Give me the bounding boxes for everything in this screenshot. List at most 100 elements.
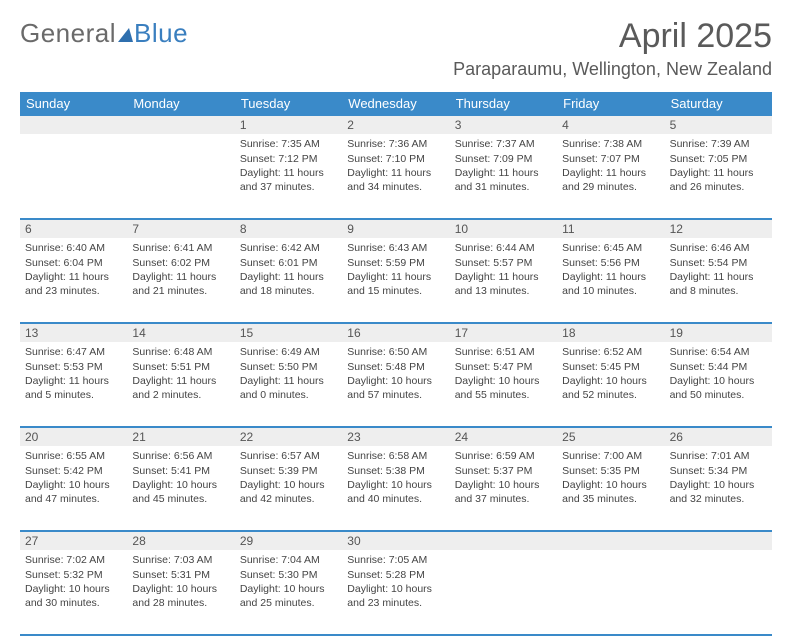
info-line: and 26 minutes. bbox=[670, 180, 767, 194]
info-line: and 47 minutes. bbox=[25, 492, 122, 506]
day-cell bbox=[665, 550, 772, 634]
week-row: Sunrise: 7:35 AMSunset: 7:12 PMDaylight:… bbox=[20, 134, 772, 220]
brand-part2: Blue bbox=[134, 18, 188, 49]
info-line: and 40 minutes. bbox=[347, 492, 444, 506]
info-line: Daylight: 11 hours bbox=[240, 166, 337, 180]
info-line: Sunset: 5:41 PM bbox=[132, 464, 229, 478]
day-info: Sunrise: 7:38 AMSunset: 7:07 PMDaylight:… bbox=[562, 137, 659, 194]
day-info: Sunrise: 7:02 AMSunset: 5:32 PMDaylight:… bbox=[25, 553, 122, 610]
info-line: Sunrise: 6:54 AM bbox=[670, 345, 767, 359]
day-cell: Sunrise: 6:47 AMSunset: 5:53 PMDaylight:… bbox=[20, 342, 127, 426]
day-info: Sunrise: 6:55 AMSunset: 5:42 PMDaylight:… bbox=[25, 449, 122, 506]
day-info: Sunrise: 6:41 AMSunset: 6:02 PMDaylight:… bbox=[132, 241, 229, 298]
info-line: Sunrise: 6:59 AM bbox=[455, 449, 552, 463]
day-cell: Sunrise: 6:41 AMSunset: 6:02 PMDaylight:… bbox=[127, 238, 234, 322]
info-line: and 10 minutes. bbox=[562, 284, 659, 298]
info-line: and 25 minutes. bbox=[240, 596, 337, 610]
day-number: 14 bbox=[127, 324, 234, 342]
brand-part2-wrap: Blue bbox=[116, 18, 188, 49]
info-line: Sunrise: 6:43 AM bbox=[347, 241, 444, 255]
week-row: Sunrise: 7:02 AMSunset: 5:32 PMDaylight:… bbox=[20, 550, 772, 636]
info-line: and 57 minutes. bbox=[347, 388, 444, 402]
info-line: and 34 minutes. bbox=[347, 180, 444, 194]
day-cell: Sunrise: 6:51 AMSunset: 5:47 PMDaylight:… bbox=[450, 342, 557, 426]
day-info: Sunrise: 7:39 AMSunset: 7:05 PMDaylight:… bbox=[670, 137, 767, 194]
day-number: 8 bbox=[235, 220, 342, 238]
day-number bbox=[450, 532, 557, 550]
day-cell: Sunrise: 6:55 AMSunset: 5:42 PMDaylight:… bbox=[20, 446, 127, 530]
brand-logo: General Blue bbox=[20, 18, 188, 49]
info-line: Sunset: 7:05 PM bbox=[670, 152, 767, 166]
info-line: and 2 minutes. bbox=[132, 388, 229, 402]
info-line: Sunset: 5:34 PM bbox=[670, 464, 767, 478]
month-title: April 2025 bbox=[453, 18, 772, 55]
info-line: Sunrise: 6:49 AM bbox=[240, 345, 337, 359]
day-number: 24 bbox=[450, 428, 557, 446]
day-info: Sunrise: 6:51 AMSunset: 5:47 PMDaylight:… bbox=[455, 345, 552, 402]
info-line: Daylight: 11 hours bbox=[562, 270, 659, 284]
location-text: Paraparaumu, Wellington, New Zealand bbox=[453, 59, 772, 80]
info-line: and 23 minutes. bbox=[347, 596, 444, 610]
info-line: Sunset: 6:01 PM bbox=[240, 256, 337, 270]
day-cell bbox=[127, 134, 234, 218]
info-line: Sunset: 5:51 PM bbox=[132, 360, 229, 374]
info-line: Daylight: 10 hours bbox=[132, 582, 229, 596]
day-number: 27 bbox=[20, 532, 127, 550]
info-line: Daylight: 11 hours bbox=[132, 374, 229, 388]
day-number bbox=[665, 532, 772, 550]
info-line: and 55 minutes. bbox=[455, 388, 552, 402]
day-cell: Sunrise: 7:04 AMSunset: 5:30 PMDaylight:… bbox=[235, 550, 342, 634]
info-line: Sunset: 5:42 PM bbox=[25, 464, 122, 478]
day-info: Sunrise: 7:05 AMSunset: 5:28 PMDaylight:… bbox=[347, 553, 444, 610]
day-cell: Sunrise: 6:40 AMSunset: 6:04 PMDaylight:… bbox=[20, 238, 127, 322]
info-line: Sunset: 7:07 PM bbox=[562, 152, 659, 166]
info-line: Daylight: 11 hours bbox=[132, 270, 229, 284]
info-line: Sunset: 5:57 PM bbox=[455, 256, 552, 270]
day-info: Sunrise: 6:59 AMSunset: 5:37 PMDaylight:… bbox=[455, 449, 552, 506]
weekday-label: Friday bbox=[557, 92, 664, 116]
info-line: Sunset: 5:38 PM bbox=[347, 464, 444, 478]
info-line: Sunset: 5:31 PM bbox=[132, 568, 229, 582]
day-info: Sunrise: 7:01 AMSunset: 5:34 PMDaylight:… bbox=[670, 449, 767, 506]
day-number: 13 bbox=[20, 324, 127, 342]
info-line: Sunset: 5:48 PM bbox=[347, 360, 444, 374]
info-line: Daylight: 10 hours bbox=[132, 478, 229, 492]
info-line: Daylight: 11 hours bbox=[25, 374, 122, 388]
day-number: 26 bbox=[665, 428, 772, 446]
day-info: Sunrise: 7:36 AMSunset: 7:10 PMDaylight:… bbox=[347, 137, 444, 194]
info-line: Daylight: 10 hours bbox=[562, 374, 659, 388]
info-line: Sunrise: 7:03 AM bbox=[132, 553, 229, 567]
week-row: Sunrise: 6:47 AMSunset: 5:53 PMDaylight:… bbox=[20, 342, 772, 428]
day-info: Sunrise: 6:49 AMSunset: 5:50 PMDaylight:… bbox=[240, 345, 337, 402]
day-cell: Sunrise: 6:56 AMSunset: 5:41 PMDaylight:… bbox=[127, 446, 234, 530]
info-line: and 42 minutes. bbox=[240, 492, 337, 506]
info-line: Daylight: 10 hours bbox=[25, 478, 122, 492]
day-number: 19 bbox=[665, 324, 772, 342]
info-line: and 0 minutes. bbox=[240, 388, 337, 402]
info-line: Daylight: 11 hours bbox=[25, 270, 122, 284]
info-line: Sunset: 5:30 PM bbox=[240, 568, 337, 582]
day-info: Sunrise: 6:47 AMSunset: 5:53 PMDaylight:… bbox=[25, 345, 122, 402]
info-line: Daylight: 11 hours bbox=[240, 374, 337, 388]
day-cell bbox=[557, 550, 664, 634]
day-number: 12 bbox=[665, 220, 772, 238]
day-number: 11 bbox=[557, 220, 664, 238]
day-number: 2 bbox=[342, 116, 449, 134]
info-line: and 8 minutes. bbox=[670, 284, 767, 298]
info-line: Sunrise: 7:37 AM bbox=[455, 137, 552, 151]
day-cell: Sunrise: 6:49 AMSunset: 5:50 PMDaylight:… bbox=[235, 342, 342, 426]
day-number: 9 bbox=[342, 220, 449, 238]
day-info: Sunrise: 7:04 AMSunset: 5:30 PMDaylight:… bbox=[240, 553, 337, 610]
info-line: Daylight: 10 hours bbox=[25, 582, 122, 596]
day-cell: Sunrise: 6:57 AMSunset: 5:39 PMDaylight:… bbox=[235, 446, 342, 530]
info-line: Daylight: 10 hours bbox=[670, 374, 767, 388]
info-line: Sunset: 5:56 PM bbox=[562, 256, 659, 270]
info-line: Daylight: 10 hours bbox=[240, 582, 337, 596]
title-block: April 2025 Paraparaumu, Wellington, New … bbox=[453, 18, 772, 80]
day-number bbox=[557, 532, 664, 550]
day-cell: Sunrise: 7:35 AMSunset: 7:12 PMDaylight:… bbox=[235, 134, 342, 218]
week-row: Sunrise: 6:40 AMSunset: 6:04 PMDaylight:… bbox=[20, 238, 772, 324]
info-line: Daylight: 10 hours bbox=[562, 478, 659, 492]
day-cell: Sunrise: 7:37 AMSunset: 7:09 PMDaylight:… bbox=[450, 134, 557, 218]
info-line: Daylight: 10 hours bbox=[347, 582, 444, 596]
